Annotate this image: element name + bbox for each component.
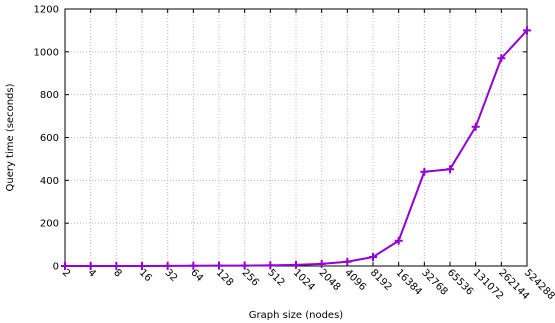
x-tick-label: 8192	[368, 267, 394, 293]
data-point-marker	[163, 261, 172, 270]
x-tick-label: 512	[265, 267, 286, 288]
x-axis-ticks: 2 4 8 16 32 64 128 256 512 1024 2048 4096 8192 163843…	[60, 9, 555, 302]
data-point-marker	[369, 253, 377, 262]
y-tick-label: 1000	[34, 47, 59, 58]
data-point-marker	[471, 122, 480, 131]
x-tick-label: 65536	[445, 267, 475, 297]
x-tick-label: 1024	[291, 267, 317, 293]
y-axis-title: Query time (seconds)	[5, 83, 16, 191]
series-line	[65, 29, 528, 267]
data-point-marker	[343, 257, 352, 266]
data-point-marker	[446, 165, 454, 174]
data-point-marker	[266, 261, 275, 270]
x-tick-label: 16384	[394, 267, 424, 297]
data-point-marker	[394, 236, 403, 245]
y-tick-label: 200	[40, 219, 59, 230]
x-tick-label: 4	[86, 267, 98, 279]
data-point-marker	[112, 262, 121, 270]
data-point-marker	[292, 260, 300, 269]
series-layer	[61, 26, 531, 270]
y-tick-label: 0	[53, 262, 59, 273]
y-tick-label: 1200	[34, 5, 59, 16]
data-point-marker	[497, 54, 506, 63]
data-point-marker	[138, 262, 146, 270]
data-point-marker	[317, 259, 326, 268]
data-point-marker	[240, 261, 249, 270]
x-tick-label: 64	[188, 267, 205, 284]
y-tick-label: 400	[40, 176, 59, 187]
x-tick-label: 2	[60, 267, 72, 279]
x-tick-label: 32	[163, 267, 180, 284]
grid	[65, 9, 527, 266]
x-tick-label: 32768	[419, 267, 449, 297]
x-tick-label: 2048	[317, 267, 343, 293]
x-tick-label: 16	[137, 267, 154, 284]
data-point-marker	[86, 262, 95, 270]
data-point-marker	[61, 262, 69, 270]
x-tick-label: 8	[111, 267, 123, 279]
data-point-marker	[215, 261, 223, 270]
x-axis-title: Graph size (nodes)	[249, 310, 343, 321]
x-tick-label: 4096	[342, 267, 368, 293]
x-tick-label: 256	[240, 267, 261, 288]
x-tick-label: 128	[214, 267, 235, 288]
y-tick-label: 800	[40, 90, 59, 101]
data-point-marker	[420, 167, 429, 176]
y-axis-ticks: 0 200 400 600 800 1000 1200	[34, 5, 527, 273]
data-point-marker	[189, 261, 198, 270]
data-point-marker	[523, 26, 531, 35]
y-tick-label: 600	[40, 133, 59, 144]
